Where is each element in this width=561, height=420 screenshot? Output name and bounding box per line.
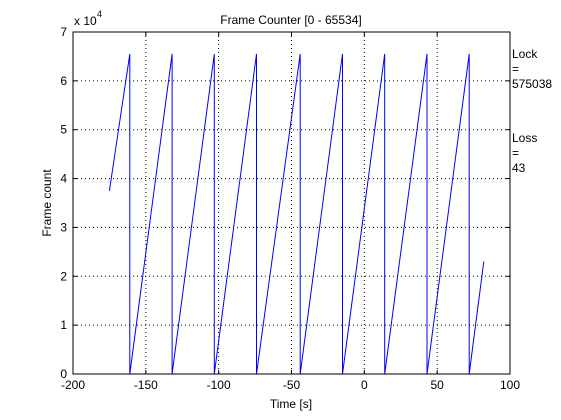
frame-counter-line [108, 53, 485, 375]
y-exponent-power: 4 [97, 9, 102, 19]
lock-label: Lock [512, 47, 538, 61]
series-layer [108, 53, 485, 375]
y-tick-label: 5 [60, 123, 67, 137]
lock-annotation: Lock = 575038 [512, 47, 552, 92]
x-axis-label: Time [s] [270, 397, 312, 411]
lock-value: 575038 [512, 77, 553, 91]
y-tick-label: 1 [60, 318, 67, 332]
lock-equals: = [512, 62, 520, 76]
loss-value: 43 [512, 161, 526, 175]
y-axis-label: Frame count [40, 169, 54, 237]
x-tick-label: 0 [361, 378, 368, 392]
chart-title: Frame Counter [0 - 65534] [220, 13, 361, 27]
y-tick-label: 0 [60, 367, 67, 381]
grid [73, 32, 510, 374]
plot-frame [72, 31, 511, 375]
loss-equals: = [512, 146, 520, 160]
y-tick-label: 6 [60, 74, 67, 88]
y-tick-labels: 0 1 2 3 4 5 6 7 [60, 25, 67, 381]
y-tick-label: 3 [60, 220, 67, 234]
x-tick-labels: -200 -150 -100 -50 0 50 100 [61, 378, 520, 392]
x-tick-label: 50 [430, 378, 444, 392]
y-exponent-base: x 10 [74, 14, 97, 28]
x-tick-label: -150 [134, 378, 158, 392]
y-tick-label: 2 [60, 269, 67, 283]
x-tick-label: -200 [61, 378, 85, 392]
plot-area [73, 32, 510, 374]
x-tick-label: 100 [500, 378, 520, 392]
loss-label: Loss [512, 131, 538, 145]
x-tick-label: -100 [207, 378, 231, 392]
y-tick-label: 4 [60, 172, 67, 186]
x-tick-label: -50 [283, 378, 301, 392]
y-tick-label: 7 [60, 25, 67, 39]
loss-annotation: Loss = 43 [512, 131, 537, 176]
